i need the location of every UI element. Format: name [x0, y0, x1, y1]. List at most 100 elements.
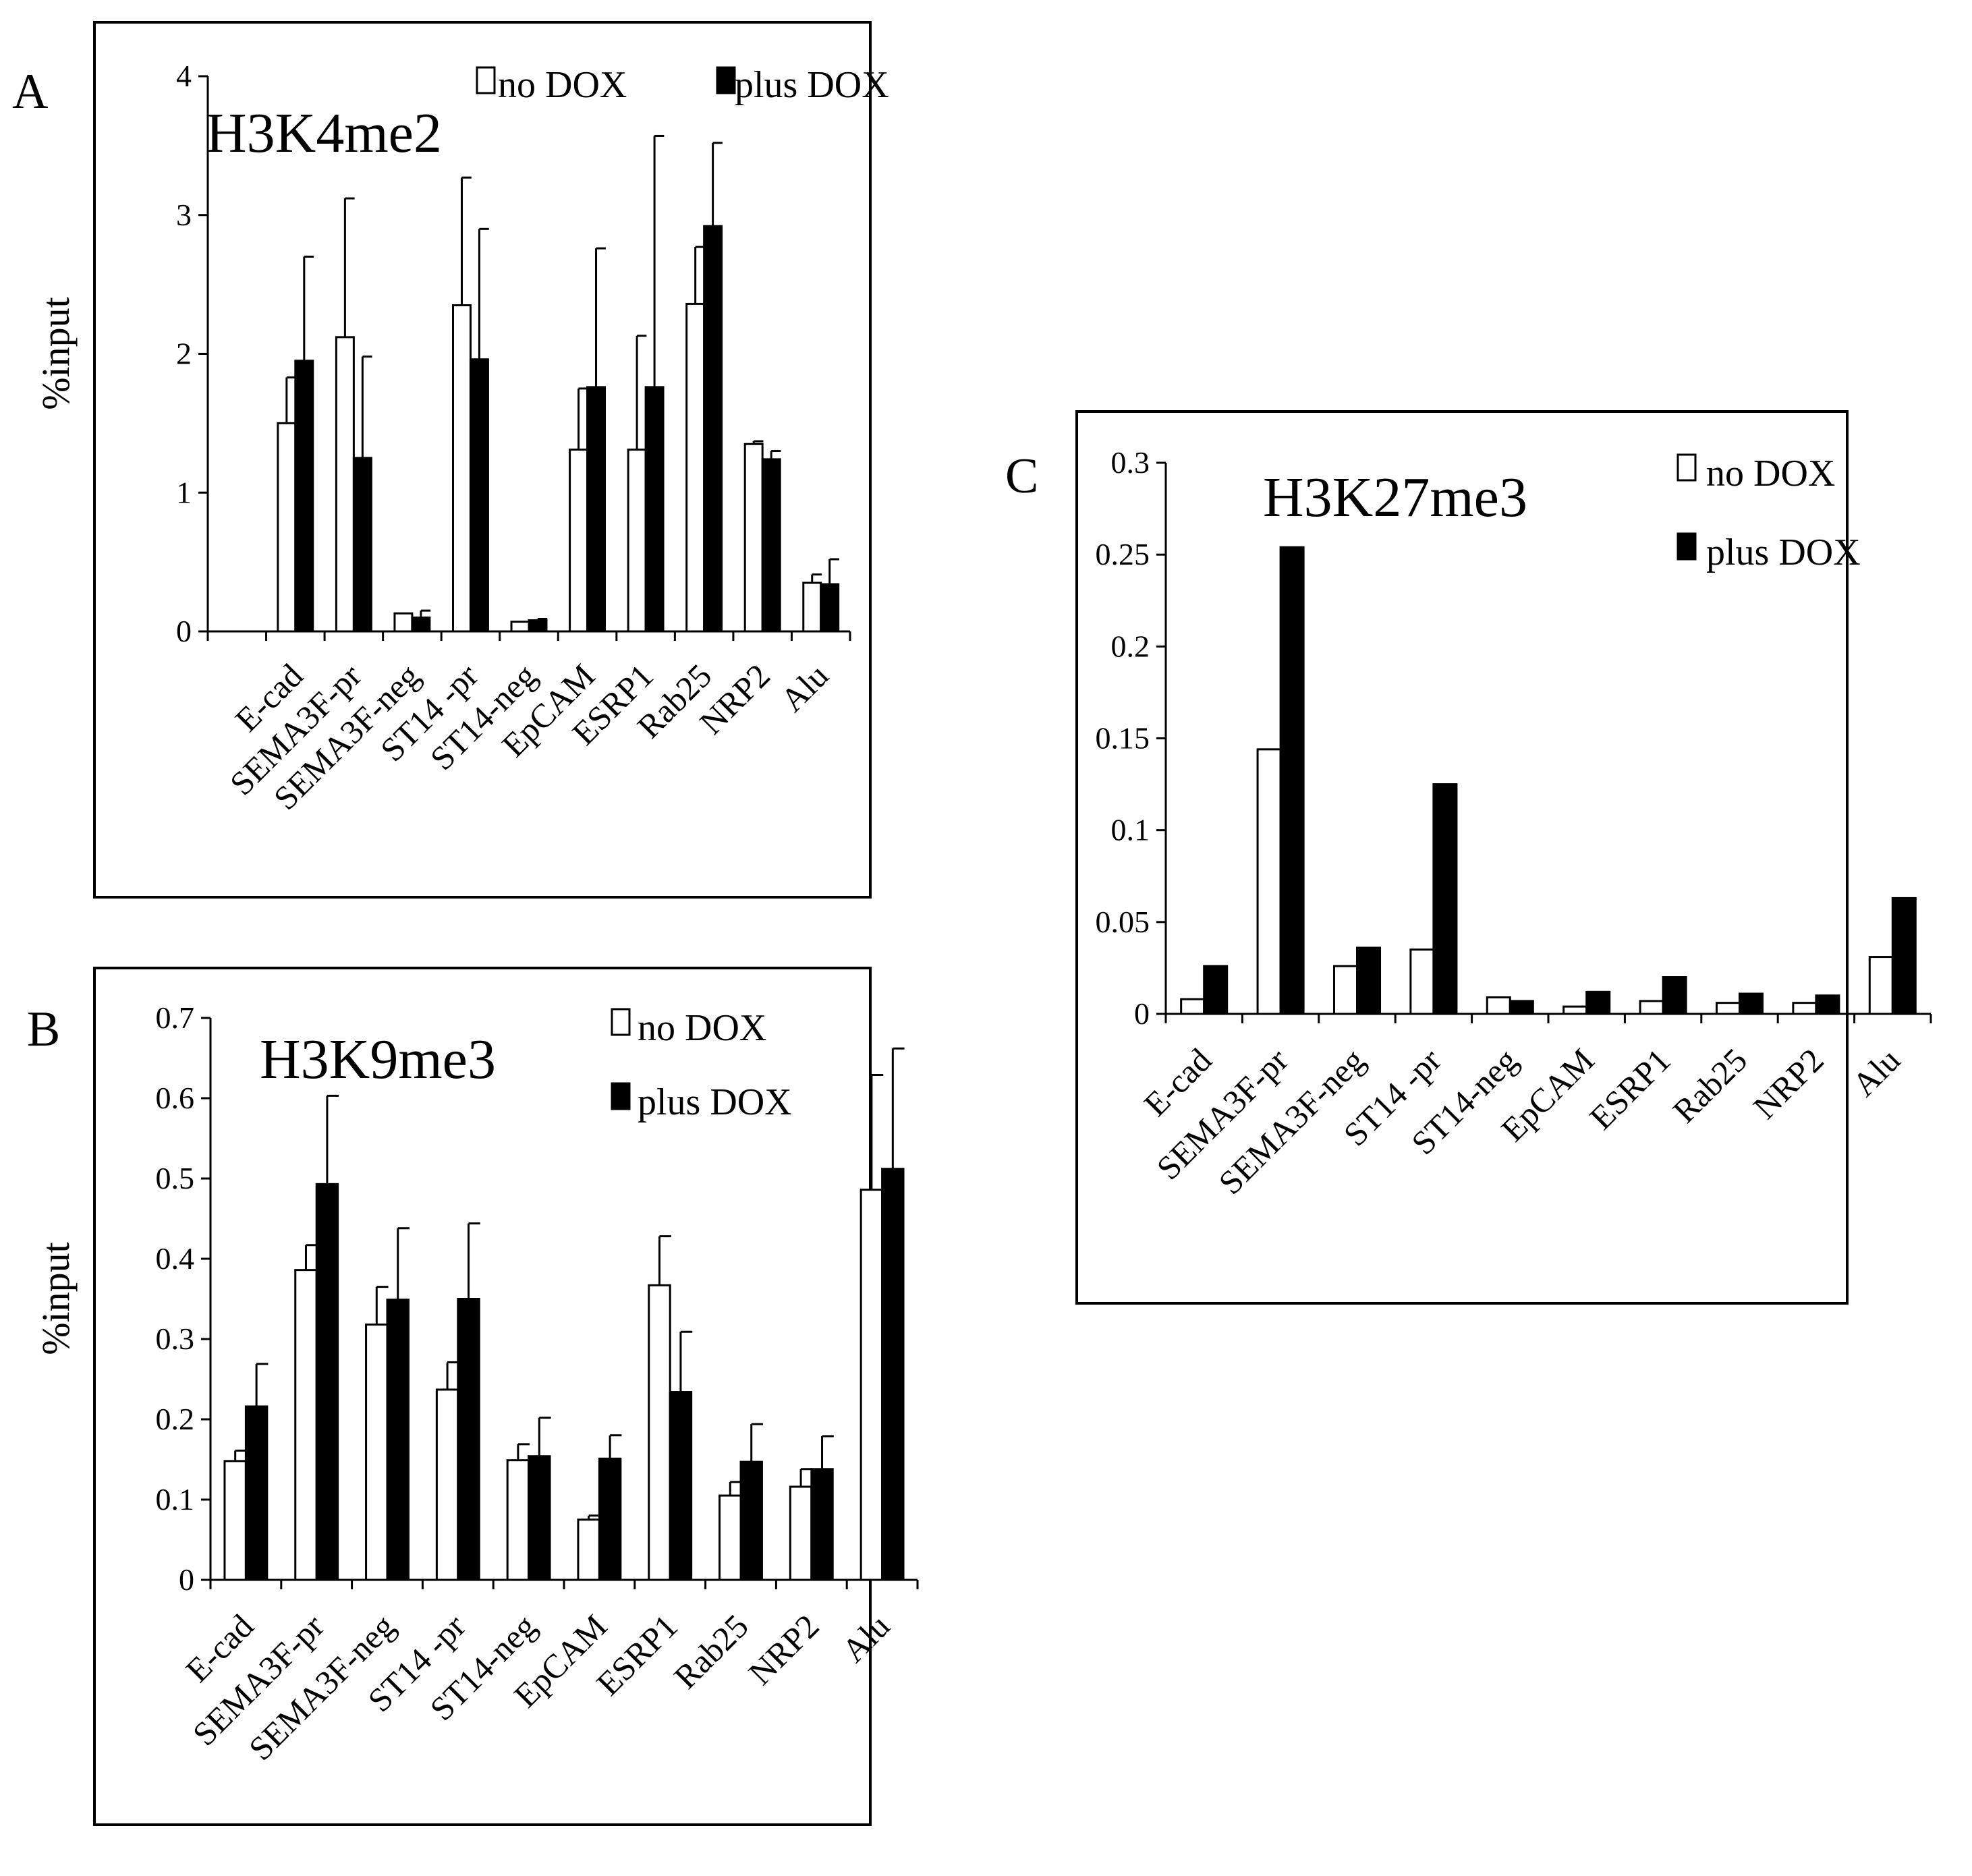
bar-no-dox-0 — [277, 422, 297, 633]
y-tick-label: 0 — [179, 1562, 194, 1597]
bar-plus-dox-8 — [1815, 994, 1840, 1015]
y-tick-label: 0 — [1134, 996, 1150, 1031]
y-tick-label: 4 — [176, 59, 192, 93]
legend-swatch-plus-dox — [1677, 532, 1697, 561]
bar-plus-dox-2 — [386, 1299, 410, 1581]
y-tick-label: 0.3 — [1111, 445, 1150, 480]
y-tick-label: 0 — [176, 614, 192, 648]
bar-no-dox-7 — [1715, 1002, 1741, 1015]
y-tick-label: 0.1 — [156, 1482, 195, 1516]
bar-plus-dox-7 — [1739, 992, 1764, 1015]
bar-plus-dox-7 — [739, 1460, 763, 1581]
bar-plus-dox-2 — [411, 616, 431, 633]
bar-plus-dox-0 — [294, 360, 314, 633]
bar-no-dox-9 — [1868, 956, 1894, 1015]
bar-plus-dox-5 — [1585, 990, 1611, 1015]
legend-label-plus-dox: plus DOX — [735, 64, 889, 106]
bar-plus-dox-9 — [881, 1168, 905, 1581]
bar-plus-dox-4 — [528, 619, 548, 633]
y-tick-label: 3 — [176, 198, 192, 232]
legend-label-no-dox: no DOX — [638, 1007, 766, 1049]
bar-no-dox-8 — [743, 443, 764, 633]
bar-no-dox-4 — [510, 621, 530, 633]
bar-plus-dox-6 — [1662, 976, 1687, 1015]
y-tick-label: 0.1 — [1111, 813, 1150, 847]
bar-no-dox-3 — [1409, 948, 1435, 1015]
bar-no-dox-8 — [789, 1485, 813, 1581]
bar-no-dox-3 — [435, 1388, 459, 1581]
bar-plus-dox-9 — [820, 583, 840, 633]
chart-title: H3K4me2 — [206, 102, 442, 165]
bar-plus-dox-0 — [244, 1405, 269, 1581]
bar-no-dox-9 — [860, 1189, 884, 1581]
bar-plus-dox-8 — [810, 1468, 834, 1581]
bar-plus-dox-0 — [1203, 965, 1229, 1015]
panel-b: B H3K9me3%input00.10.20.30.40.50.60.7E-ca… — [27, 967, 919, 1826]
legend-swatch-no-dox — [1677, 453, 1697, 482]
legend-label-no-dox: no DOX — [1706, 453, 1835, 494]
legend-label-no-dox: no DOX — [498, 64, 627, 106]
bar-plus-dox-6 — [669, 1391, 693, 1581]
bar-no-dox-1 — [294, 1269, 318, 1581]
bar-no-dox-1 — [1256, 748, 1282, 1015]
chart-title: H3K9me3 — [260, 1028, 496, 1091]
bar-no-dox-6 — [627, 448, 647, 633]
y-tick-label: 0.5 — [156, 1161, 195, 1195]
panel-letter: C — [1005, 449, 1038, 504]
bar-no-dox-8 — [1792, 1002, 1818, 1015]
y-axis-label: %input — [34, 297, 78, 410]
bar-plus-dox-3 — [1432, 783, 1458, 1015]
bar-no-dox-6 — [648, 1284, 671, 1581]
panel-frame — [1075, 410, 1849, 1305]
bar-no-dox-6 — [1639, 1000, 1664, 1015]
y-tick-label: 2 — [176, 337, 192, 371]
legend-swatch-plus-dox — [716, 66, 736, 94]
panel-letter: B — [27, 1002, 60, 1057]
bar-no-dox-7 — [685, 302, 706, 633]
bar-plus-dox-5 — [586, 386, 607, 633]
bar-no-dox-9 — [802, 581, 822, 633]
bar-no-dox-4 — [1486, 996, 1511, 1015]
panel-letter: A — [12, 64, 48, 119]
y-tick-label: 0.05 — [1096, 905, 1150, 939]
bar-plus-dox-1 — [352, 457, 372, 633]
bar-plus-dox-8 — [761, 458, 781, 633]
bar-no-dox-2 — [393, 612, 414, 633]
chart-title: H3K27me3 — [1263, 466, 1527, 529]
y-tick-label: 0.2 — [1111, 629, 1150, 663]
bar-plus-dox-1 — [1279, 546, 1305, 1015]
bar-no-dox-2 — [1332, 965, 1358, 1015]
bar-no-dox-4 — [506, 1459, 530, 1581]
bar-plus-dox-4 — [1509, 1000, 1534, 1015]
legend-label-plus-dox: plus DOX — [1706, 532, 1861, 573]
y-axis-label: %input — [34, 1242, 78, 1355]
bar-no-dox-1 — [335, 336, 355, 633]
bar-plus-dox-7 — [703, 225, 723, 633]
bar-plus-dox-1 — [315, 1183, 339, 1581]
y-tick-label: 0.15 — [1096, 721, 1150, 756]
bar-no-dox-0 — [223, 1460, 247, 1581]
bar-plus-dox-5 — [598, 1457, 622, 1581]
panel-a: AH3K4me2%input01234E-cadSEMA3F-prSEMA3F-… — [12, 21, 889, 899]
panel-frame — [93, 21, 872, 899]
bar-plus-dox-3 — [469, 358, 489, 633]
legend-swatch-no-dox — [611, 1008, 631, 1036]
legend-swatch-plus-dox — [611, 1082, 631, 1110]
bar-plus-dox-4 — [528, 1455, 551, 1581]
y-tick-label: 0.3 — [156, 1321, 195, 1356]
bar-plus-dox-6 — [644, 386, 665, 633]
y-tick-label: 1 — [176, 475, 192, 509]
y-tick-label: 0.7 — [156, 1000, 195, 1035]
bar-plus-dox-9 — [1891, 897, 1917, 1015]
legend-label-plus-dox: plus DOX — [638, 1081, 792, 1123]
bar-no-dox-5 — [569, 448, 589, 633]
bar-no-dox-3 — [451, 304, 472, 633]
legend-swatch-no-dox — [476, 66, 496, 94]
bar-no-dox-0 — [1180, 998, 1206, 1015]
y-tick-label: 0.6 — [156, 1081, 195, 1115]
bar-no-dox-5 — [577, 1518, 600, 1581]
y-tick-label: 0.25 — [1096, 537, 1150, 571]
y-tick-label: 0.4 — [156, 1241, 195, 1276]
